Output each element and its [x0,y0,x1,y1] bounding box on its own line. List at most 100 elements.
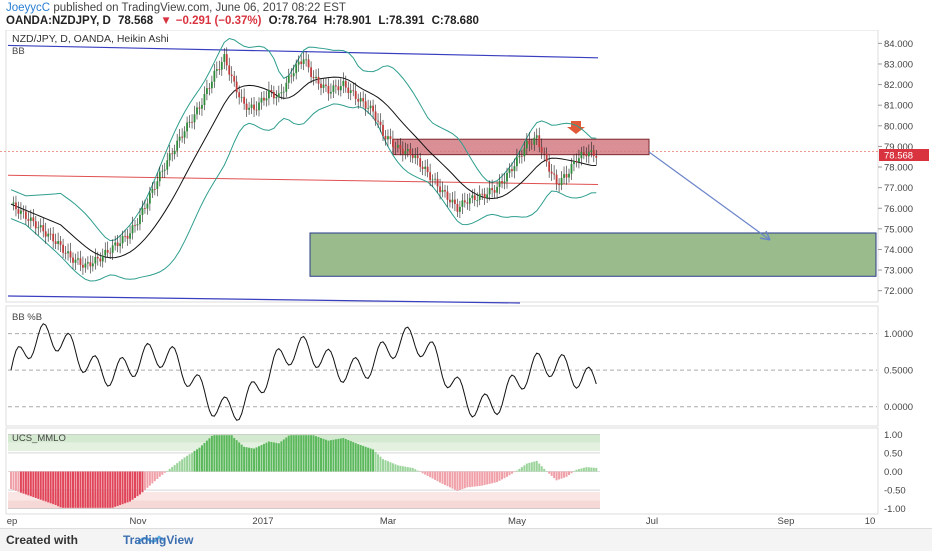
candle-body [449,200,451,203]
mmlo-bar [72,472,74,508]
mmlo-bar [270,442,272,472]
mmlo-tick-label: 0.50 [884,448,903,459]
candle-body [221,62,223,70]
mmlo-bar [256,447,258,471]
candle-body [271,90,273,92]
time-tick-label: Mar [380,516,396,527]
pctb-tick-label: 0.5000 [884,366,913,377]
candle-body [536,135,538,137]
mmlo-bar [352,442,354,471]
candle-body [387,136,389,139]
chart-canvas[interactable]: 84.00083.00082.00081.00080.00079.00078.0… [0,30,932,528]
mmlo-bar [211,436,213,472]
mmlo-bar [293,435,295,471]
overlay-label: BB [12,46,25,57]
candle-body [347,88,349,93]
candle-body [30,217,32,220]
candle-body [147,204,149,209]
mmlo-bar [246,447,248,471]
candle-body [499,181,501,187]
mmlo-bar [449,472,451,488]
mmlo-bar [146,472,148,488]
candle-body [290,76,292,77]
candle-body [551,172,553,174]
mmlo-bar [588,467,590,471]
mmlo-bar [67,472,69,508]
candle-body [310,67,312,77]
candle-body [179,137,181,141]
mmlo-bar [278,443,280,471]
mmlo-bar [402,466,404,471]
mmlo-bar [154,472,156,482]
candle-body [452,200,454,203]
mmlo-bar [414,469,416,471]
candle-body [325,85,327,86]
candle-body [285,83,287,92]
mmlo-bar [201,445,203,471]
candle-body [233,76,235,81]
candle-body [521,156,523,157]
candle-body [481,194,483,195]
last-price-marker: 78.568 [879,149,929,162]
candle-body [45,231,47,236]
mmlo-bar [429,472,431,478]
candle-body [139,215,141,224]
candle-body [273,92,275,98]
candle-body [228,65,230,74]
candle-body [360,98,362,101]
candle-body [372,106,374,112]
change-down-icon: ▼ [160,15,171,27]
candle-body [556,175,558,184]
tradingview-brand[interactable]: TradingView [123,533,193,547]
candle-body [119,243,121,246]
close-value: C:78.680 [432,15,479,27]
mmlo-bar [518,469,520,472]
author-link[interactable]: JoeyycC [6,2,50,14]
candle-body [419,158,421,167]
candle-body [429,172,431,180]
candle-body [494,190,496,193]
candle-body [447,191,449,199]
mmlo-bar [543,469,545,472]
mmlo-bar [60,472,62,508]
candle-body [474,195,476,200]
candle-body [201,105,203,109]
mmlo-bar [372,449,374,471]
mmlo-bar [156,472,158,479]
candle-body [107,250,109,253]
candle-body [437,179,439,187]
mmlo-bar [330,440,332,471]
candle-body [206,88,208,94]
mmlo-bar [320,438,322,472]
mmlo-bar [251,448,253,471]
candle-body [377,121,379,122]
mmlo-bar [578,469,580,471]
low-value: L:78.391 [378,15,424,27]
candle-body [404,151,406,154]
mmlo-bar [129,472,131,502]
candle-body [501,181,503,183]
candle-body [548,162,550,172]
mmlo-bar [494,472,496,483]
mmlo-bar [99,472,101,508]
candle-body [546,153,548,161]
ohlc-line: OANDA:NZDJPY, D 78.568 ▼−0.291 (−0.37%) … [6,15,483,27]
candle-body [275,97,277,98]
pctb-tick-label: 0.0000 [884,402,913,413]
candle-body [585,154,587,156]
candle-body [454,200,456,204]
mmlo-bar [384,460,386,471]
publish-info: JoeyycC published on TradingView.com, Ju… [6,2,346,14]
mmlo-bar [347,440,349,471]
candle-body [328,86,330,94]
mmlo-bar [362,446,364,472]
mmlo-bar [77,472,79,508]
mmlo-bar [216,435,218,471]
mmlo-bar [526,464,528,472]
time-tick-label: Jul [646,516,658,527]
mmlo-bar [380,457,382,472]
candle-body [533,138,535,145]
mmlo-bar [241,445,243,472]
mmlo-bar [469,472,471,488]
candle-body [506,173,508,182]
